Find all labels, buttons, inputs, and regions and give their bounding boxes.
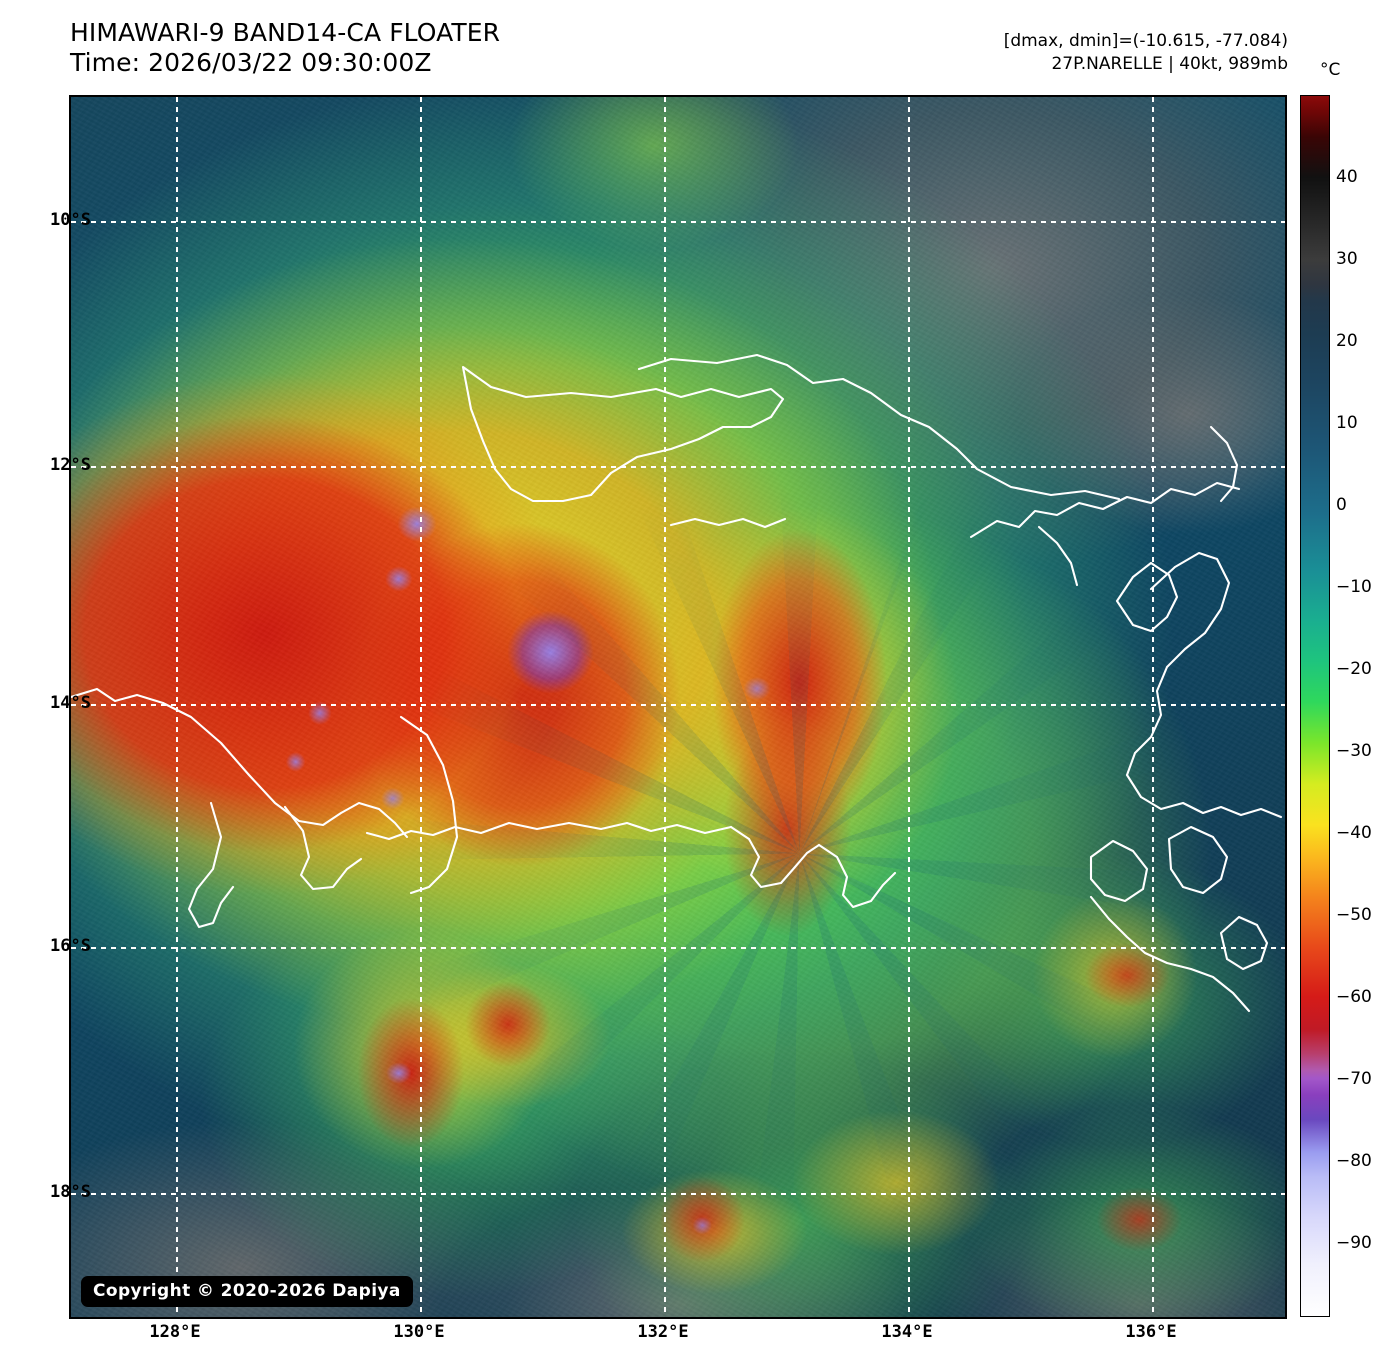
copyright-badge: Copyright © 2020-2026 Dapiya — [81, 1276, 413, 1307]
colorbar-tick-neg80: −80 — [1336, 1151, 1372, 1171]
x-axis-tick-130E: 130°E — [393, 1322, 445, 1342]
colorbar-tick-10: 10 — [1336, 413, 1358, 433]
dminmax-label: [dmax, dmin]=(-10.615, -77.084) — [1003, 31, 1288, 51]
colorbar-tick-30: 30 — [1336, 249, 1358, 269]
satellite-image-panel[interactable]: Copyright © 2020-2026 Dapiya — [69, 95, 1287, 1319]
y-axis-tick-14S: 14°S — [50, 693, 91, 713]
x-axis-tick-128E: 128°E — [149, 1322, 201, 1342]
y-axis-tick-12S: 12°S — [50, 455, 91, 475]
y-axis-tick-10S: 10°S — [50, 210, 91, 230]
gridline-lat-10S — [71, 221, 1285, 223]
ir-layer-texture — [71, 97, 1285, 1317]
colorbar-tick-neg50: −50 — [1336, 905, 1372, 925]
ir-layer-overshooting-tops — [71, 97, 1285, 1317]
colorbar-tick-neg60: −60 — [1336, 987, 1372, 1007]
coastline-overlay — [71, 353, 1283, 1013]
colorbar-tick-neg70: −70 — [1336, 1069, 1372, 1089]
colorbar-tick-40: 40 — [1336, 167, 1358, 187]
title-block: HIMAWARI-9 BAND14-CA FLOATER Time: 2026/… — [70, 18, 500, 78]
storm-info-label: 27P.NARELLE | 40kt, 989mb — [1051, 54, 1288, 74]
x-axis-tick-136E: 136°E — [1125, 1322, 1177, 1342]
colorbar-tick-neg10: −10 — [1336, 577, 1372, 597]
timestamp-label: Time: 2026/03/22 09:30:00Z — [70, 48, 432, 77]
gridline-lon-128 — [176, 97, 178, 1317]
gridline-lat-14S — [71, 704, 1285, 706]
colorbar-unit-label: °C — [1320, 60, 1341, 80]
colorbar-tick-20: 20 — [1336, 331, 1358, 351]
colorbar-tick-neg40: −40 — [1336, 823, 1372, 843]
y-axis-tick-16S: 16°S — [50, 936, 91, 956]
gridline-lon-132 — [664, 97, 666, 1317]
gridline-lon-130 — [420, 97, 422, 1317]
gridline-lat-18S — [71, 1193, 1285, 1195]
gridline-lat-16S — [71, 947, 1285, 949]
metadata-block: [dmax, dmin]=(-10.615, -77.084) 27P.NARE… — [1004, 30, 1288, 76]
y-axis-tick-18S: 18°S — [50, 1182, 91, 1202]
page-title: HIMAWARI-9 BAND14-CA FLOATER — [70, 18, 501, 47]
gridline-lon-136 — [1152, 97, 1154, 1317]
gridline-lon-134 — [908, 97, 910, 1317]
ir-layer-spiral-bands — [71, 97, 1285, 1317]
colorbar-tick-neg30: −30 — [1336, 741, 1372, 761]
temperature-colorbar — [1300, 95, 1330, 1317]
colorbar-tick-neg20: −20 — [1336, 659, 1372, 679]
satellite-raster: Copyright © 2020-2026 Dapiya — [71, 97, 1285, 1317]
x-axis-tick-132E: 132°E — [637, 1322, 689, 1342]
colorbar-tick-0: 0 — [1336, 495, 1347, 515]
colorbar-tick-neg90: −90 — [1336, 1233, 1372, 1253]
gridline-lat-12S — [71, 466, 1285, 468]
x-axis-tick-134E: 134°E — [881, 1322, 933, 1342]
